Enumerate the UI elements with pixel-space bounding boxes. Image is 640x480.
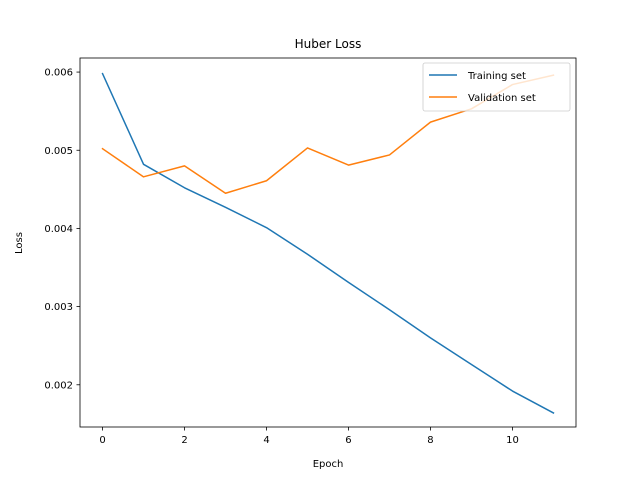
series-line-training-set [101, 72, 555, 414]
x-tick-label: 4 [263, 435, 269, 446]
y-axis-ticks: 0.002 0.003 0.004 0.005 0.006 [44, 68, 80, 391]
legend-box [422, 62, 571, 112]
x-tick-label: 8 [427, 435, 433, 446]
y-axis-label: Loss [14, 232, 25, 254]
y-tick-label: 0.003 [44, 302, 73, 313]
x-tick-label: 6 [345, 435, 351, 446]
y-tick-label: 0.002 [44, 380, 73, 391]
chart-title: Huber Loss [295, 37, 362, 51]
x-axis-label: Epoch [313, 459, 344, 470]
y-tick-label: 0.004 [44, 224, 73, 235]
x-tick-label: 2 [181, 435, 187, 446]
legend-entry-label: Training set [467, 71, 526, 82]
plot-area-frame [79, 57, 577, 428]
y-tick-label: 0.006 [44, 68, 73, 79]
y-tick-label: 0.005 [44, 146, 73, 157]
x-tick-label: 0 [99, 435, 105, 446]
x-tick-label: 10 [506, 435, 519, 446]
legend: Training set Validation set [422, 62, 571, 112]
x-axis-ticks: 0 2 4 6 8 10 [99, 427, 519, 446]
legend-entry-label: Validation set [468, 93, 536, 104]
